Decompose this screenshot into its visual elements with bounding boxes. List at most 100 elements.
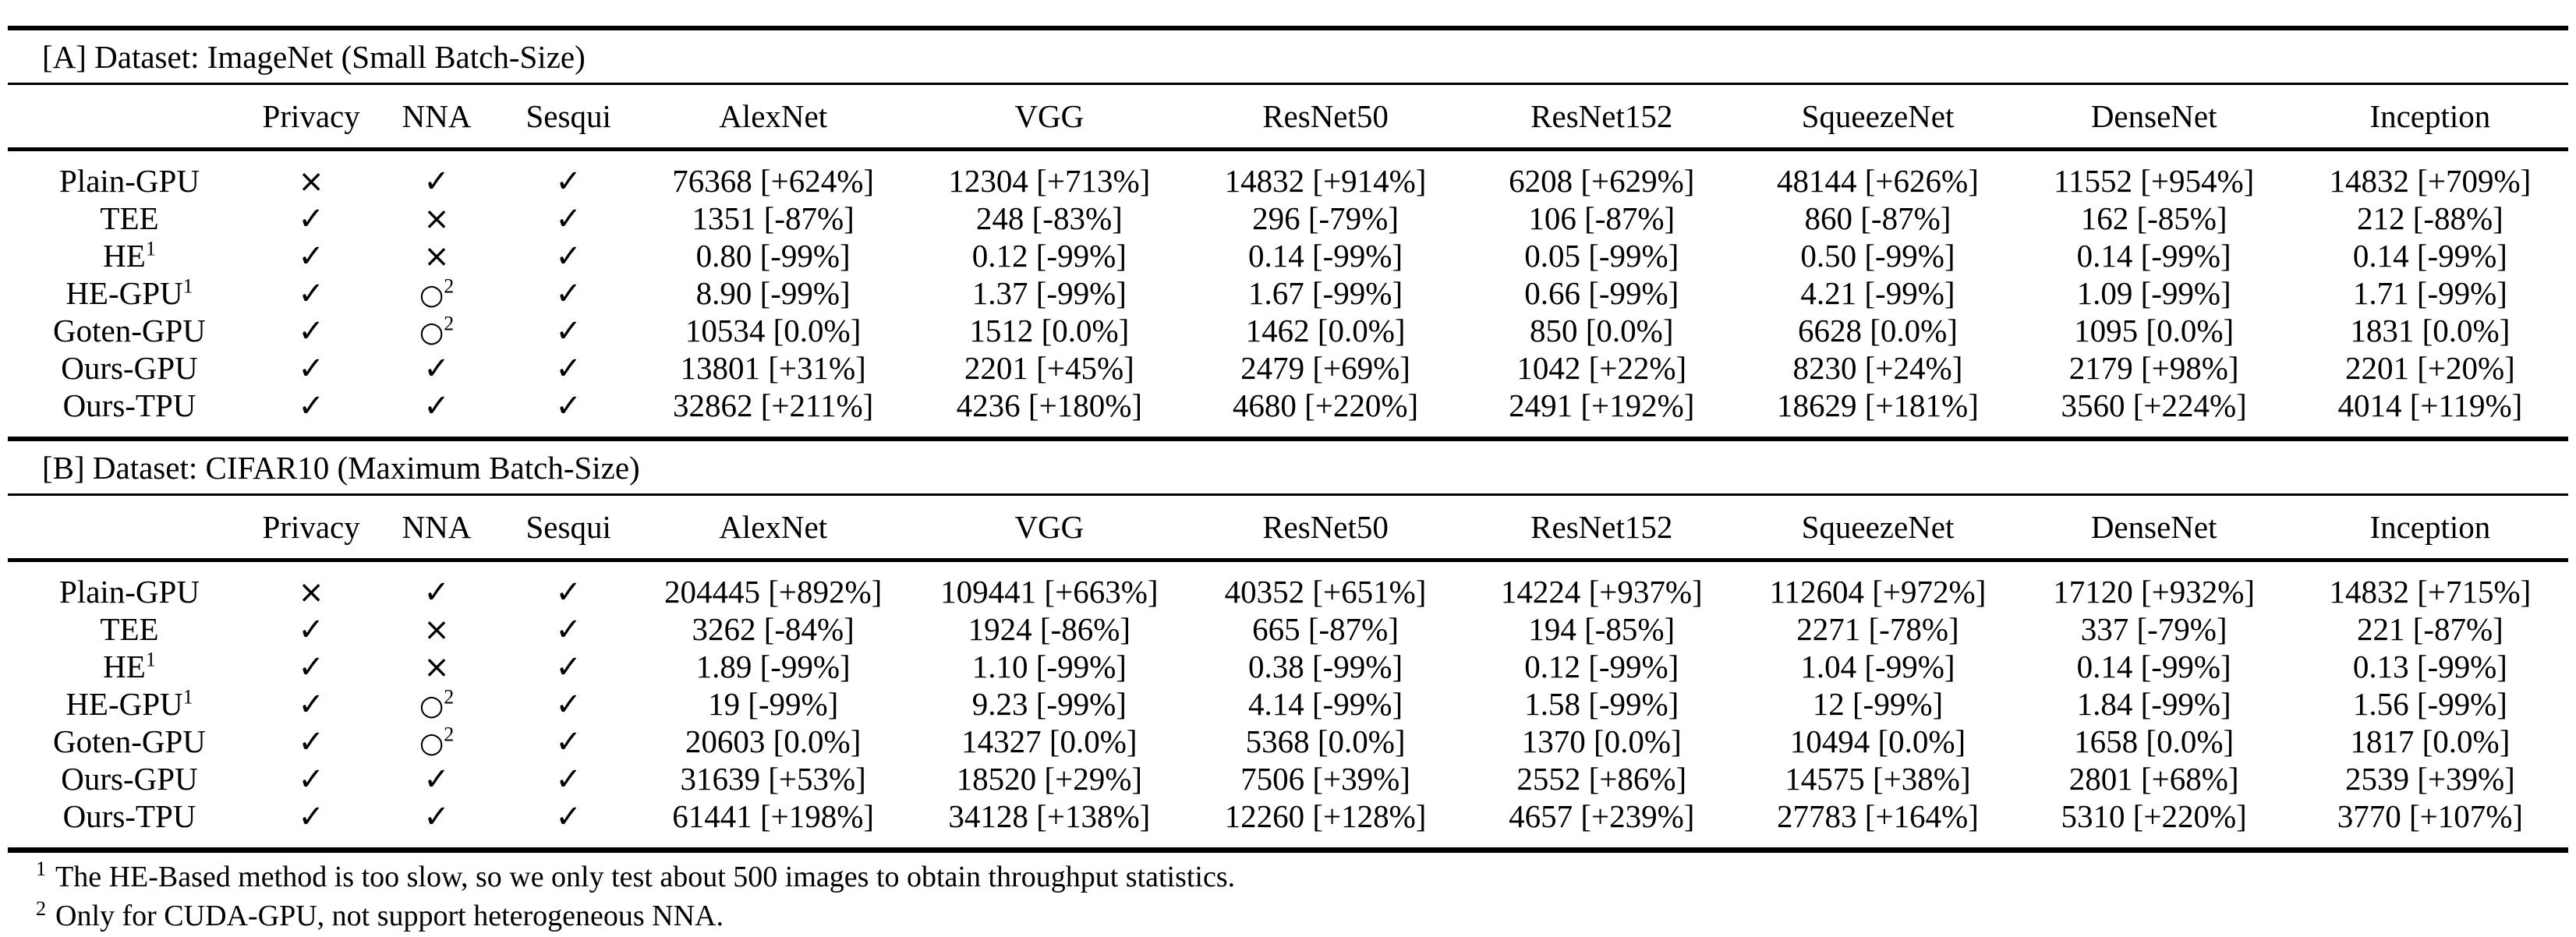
check-icon: ✓ xyxy=(298,724,324,760)
value-cell: 3560 [+224%] xyxy=(2061,387,2247,423)
row-label: Plain-GPU xyxy=(59,163,200,199)
value-cell: 12 [-99%] xyxy=(1812,686,1944,722)
value-cell: 8.90 [-99%] xyxy=(695,275,851,311)
sesqui-cell: ✓ xyxy=(502,760,635,797)
footnote-ref: 1 xyxy=(182,274,193,298)
check-icon: ✓ xyxy=(298,612,324,648)
value-cell: 1.71 [-99%] xyxy=(2352,275,2507,311)
check-icon: ✓ xyxy=(298,687,324,723)
footnote-2: 2 Only for CUDA-GPU, not support heteroge… xyxy=(36,898,2568,934)
row-label: Ours-TPU xyxy=(62,387,196,423)
value-cell: 1351 [-87%] xyxy=(692,200,855,236)
value-cell: 850 [0.0%] xyxy=(1530,313,1674,348)
column-header: Privacy xyxy=(250,85,372,151)
privacy-cell: × xyxy=(251,150,371,200)
value-cell: 1.58 [-99%] xyxy=(1524,686,1679,722)
value-cell: 6208 [+629%] xyxy=(1509,163,1695,199)
check-icon: ✓ xyxy=(555,351,582,387)
footnote-1-text: The HE-Based method is too slow, so we o… xyxy=(55,861,1236,893)
sesqui-cell: ✓ xyxy=(502,723,635,760)
value-cell: 1042 [+22%] xyxy=(1516,350,1687,386)
check-icon: ✓ xyxy=(298,351,324,387)
check-icon: ✓ xyxy=(555,687,582,723)
check-icon: ✓ xyxy=(298,799,324,835)
value-cell: 3770 [+107%] xyxy=(2337,798,2524,834)
value-cell: 14575 [+38%] xyxy=(1785,761,1971,797)
table-row: Ours-TPU ✓ ✓ ✓ 61441 [+198%] 34128 [+138%] 122… xyxy=(8,797,2568,847)
value-cell: 221 [-87%] xyxy=(2356,611,2503,647)
row-label: Ours-GPU xyxy=(61,350,198,386)
value-cell: 4014 [+119%] xyxy=(2337,387,2523,423)
value-cell: 204445 [+892%] xyxy=(663,574,883,610)
value-cell: 162 [-85%] xyxy=(2080,200,2227,236)
value-cell: 0.14 [-99%] xyxy=(1247,238,1403,274)
value-cell: 0.12 [-99%] xyxy=(971,238,1127,274)
section-cifar10: [B] Dataset: CIFAR10 (Maximum Batch-Size… xyxy=(8,437,2568,847)
value-cell: 19 [-99%] xyxy=(707,686,839,722)
section-cifar10-table: Privacy NNA Sesqui AlexNet VGG ResNet50 ResNet… xyxy=(8,496,2568,847)
value-cell: 0.13 [-99%] xyxy=(2352,649,2507,684)
privacy-cell: ✓ xyxy=(251,610,371,648)
sesqui-cell: ✓ xyxy=(502,648,635,685)
value-cell: 2491 [+192%] xyxy=(1509,387,1695,423)
row-label-header xyxy=(8,85,251,151)
table-row: Ours-GPU ✓ ✓ ✓ 31639 [+53%] 18520 [+29%] 7506 … xyxy=(8,760,2568,797)
value-cell: 2801 [+68%] xyxy=(2068,761,2239,797)
cross-icon: × xyxy=(423,239,450,274)
nna-cell: ○2 xyxy=(371,685,501,723)
check-icon: ✓ xyxy=(555,276,582,312)
value-cell: 40352 [+651%] xyxy=(1224,574,1427,610)
value-cell: 14327 [0.0%] xyxy=(961,723,1138,759)
cross-icon: × xyxy=(298,575,324,610)
check-icon: ✓ xyxy=(555,799,582,835)
table-body: Plain-GPU × ✓ ✓ 76368 [+624%] 12304 [+713%] 14… xyxy=(8,150,2568,437)
circle-icon: ○ xyxy=(419,727,444,759)
row-label-header xyxy=(8,496,251,562)
value-cell: 1.89 [-99%] xyxy=(695,649,851,684)
value-cell: 14224 [+937%] xyxy=(1500,574,1703,610)
privacy-cell: ✓ xyxy=(251,312,371,349)
value-cell: 2201 [+45%] xyxy=(964,350,1134,386)
column-header: Inception xyxy=(2291,85,2568,151)
column-header: VGG xyxy=(911,85,1187,151)
check-icon: ✓ xyxy=(423,388,450,424)
section-imagenet-title: [A] Dataset: ImageNet (Small Batch-Size) xyxy=(8,30,2568,85)
value-cell: 1462 [0.0%] xyxy=(1245,313,1406,348)
table-row: Goten-GPU ✓ ○2 ✓ 10534 [0.0%] 1512 [0.0%] 1462… xyxy=(8,312,2568,349)
header-row: Privacy NNA Sesqui AlexNet VGG ResNet50 ResNet… xyxy=(8,85,2568,151)
column-header: Privacy xyxy=(250,496,372,562)
value-cell: 0.14 [-99%] xyxy=(2352,238,2507,274)
value-cell: 2539 [+39%] xyxy=(2344,761,2515,797)
value-cell: 1.67 [-99%] xyxy=(1247,275,1403,311)
footnote-ref: 2 xyxy=(444,685,455,709)
nna-cell: ✓ xyxy=(371,760,501,797)
sesqui-cell: ✓ xyxy=(502,274,635,312)
value-cell: 1817 [0.0%] xyxy=(2350,723,2511,759)
value-cell: 7506 [+39%] xyxy=(1240,761,1410,797)
value-cell: 6628 [0.0%] xyxy=(1797,313,1958,348)
sesqui-cell: ✓ xyxy=(502,797,635,847)
check-icon: ✓ xyxy=(555,762,582,797)
column-header: NNA xyxy=(371,496,502,562)
sesqui-cell: ✓ xyxy=(502,560,635,611)
nna-cell: ✓ xyxy=(371,349,501,387)
value-cell: 18629 [+181%] xyxy=(1777,387,1979,423)
value-cell: 32862 [+211%] xyxy=(672,387,874,423)
nna-cell: × xyxy=(371,648,501,685)
sesqui-cell: ✓ xyxy=(502,685,635,723)
circle-icon: ○ xyxy=(419,279,444,311)
privacy-cell: × xyxy=(251,560,371,611)
column-header: NNA xyxy=(371,85,502,151)
value-cell: 5310 [+220%] xyxy=(2061,798,2247,834)
circle-icon: ○ xyxy=(419,316,444,348)
nna-cell: × xyxy=(371,610,501,648)
nna-cell: ✓ xyxy=(371,560,501,611)
row-label: HE-GPU1 xyxy=(65,274,193,311)
privacy-cell: ✓ xyxy=(251,387,371,437)
table-row: TEE ✓ × ✓ 3262 [-84%] 1924 [-86%] 665 [-87%] 19… xyxy=(8,610,2568,648)
table-row: TEE ✓ × ✓ 1351 [-87%] 248 [-83%] 296 [-79%] 106… xyxy=(8,200,2568,237)
table-row: Plain-GPU × ✓ ✓ 204445 [+892%] 109441 [+663%]… xyxy=(8,560,2568,611)
check-icon: ✓ xyxy=(298,762,324,797)
value-cell: 194 [-85%] xyxy=(1528,611,1675,647)
check-icon: ✓ xyxy=(555,388,582,424)
